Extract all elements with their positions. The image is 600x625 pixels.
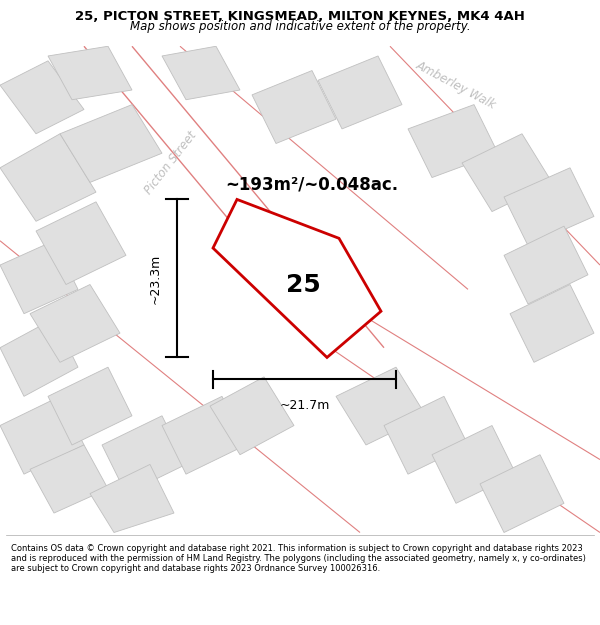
Text: 25: 25 bbox=[286, 272, 320, 296]
Polygon shape bbox=[504, 226, 588, 304]
Polygon shape bbox=[408, 104, 498, 177]
Polygon shape bbox=[90, 464, 174, 532]
Text: 25, PICTON STREET, KINGSMEAD, MILTON KEYNES, MK4 4AH: 25, PICTON STREET, KINGSMEAD, MILTON KEY… bbox=[75, 10, 525, 23]
Text: Map shows position and indicative extent of the property.: Map shows position and indicative extent… bbox=[130, 20, 470, 33]
Polygon shape bbox=[510, 284, 594, 362]
Polygon shape bbox=[0, 396, 84, 474]
Polygon shape bbox=[48, 46, 132, 100]
Polygon shape bbox=[0, 61, 84, 134]
Polygon shape bbox=[318, 56, 402, 129]
Polygon shape bbox=[336, 367, 426, 445]
Polygon shape bbox=[252, 71, 336, 144]
Polygon shape bbox=[162, 396, 246, 474]
Polygon shape bbox=[384, 396, 468, 474]
Polygon shape bbox=[162, 46, 240, 100]
Polygon shape bbox=[213, 199, 381, 358]
Polygon shape bbox=[0, 134, 96, 221]
Polygon shape bbox=[60, 104, 162, 182]
Polygon shape bbox=[30, 445, 108, 513]
Polygon shape bbox=[30, 284, 120, 362]
Polygon shape bbox=[48, 367, 132, 445]
Polygon shape bbox=[480, 455, 564, 532]
Text: Amberley Walk: Amberley Walk bbox=[414, 59, 498, 112]
Text: ~21.7m: ~21.7m bbox=[280, 399, 329, 412]
Polygon shape bbox=[0, 319, 78, 396]
Text: ~193m²/~0.048ac.: ~193m²/~0.048ac. bbox=[226, 176, 398, 194]
Polygon shape bbox=[102, 416, 186, 494]
Text: ~23.3m: ~23.3m bbox=[149, 253, 162, 304]
Polygon shape bbox=[504, 168, 594, 246]
Polygon shape bbox=[210, 377, 294, 455]
Polygon shape bbox=[0, 241, 78, 314]
Polygon shape bbox=[432, 426, 516, 503]
Polygon shape bbox=[36, 202, 126, 284]
Text: Picton Street: Picton Street bbox=[142, 129, 200, 197]
Polygon shape bbox=[462, 134, 552, 212]
Text: Contains OS data © Crown copyright and database right 2021. This information is : Contains OS data © Crown copyright and d… bbox=[11, 544, 586, 573]
